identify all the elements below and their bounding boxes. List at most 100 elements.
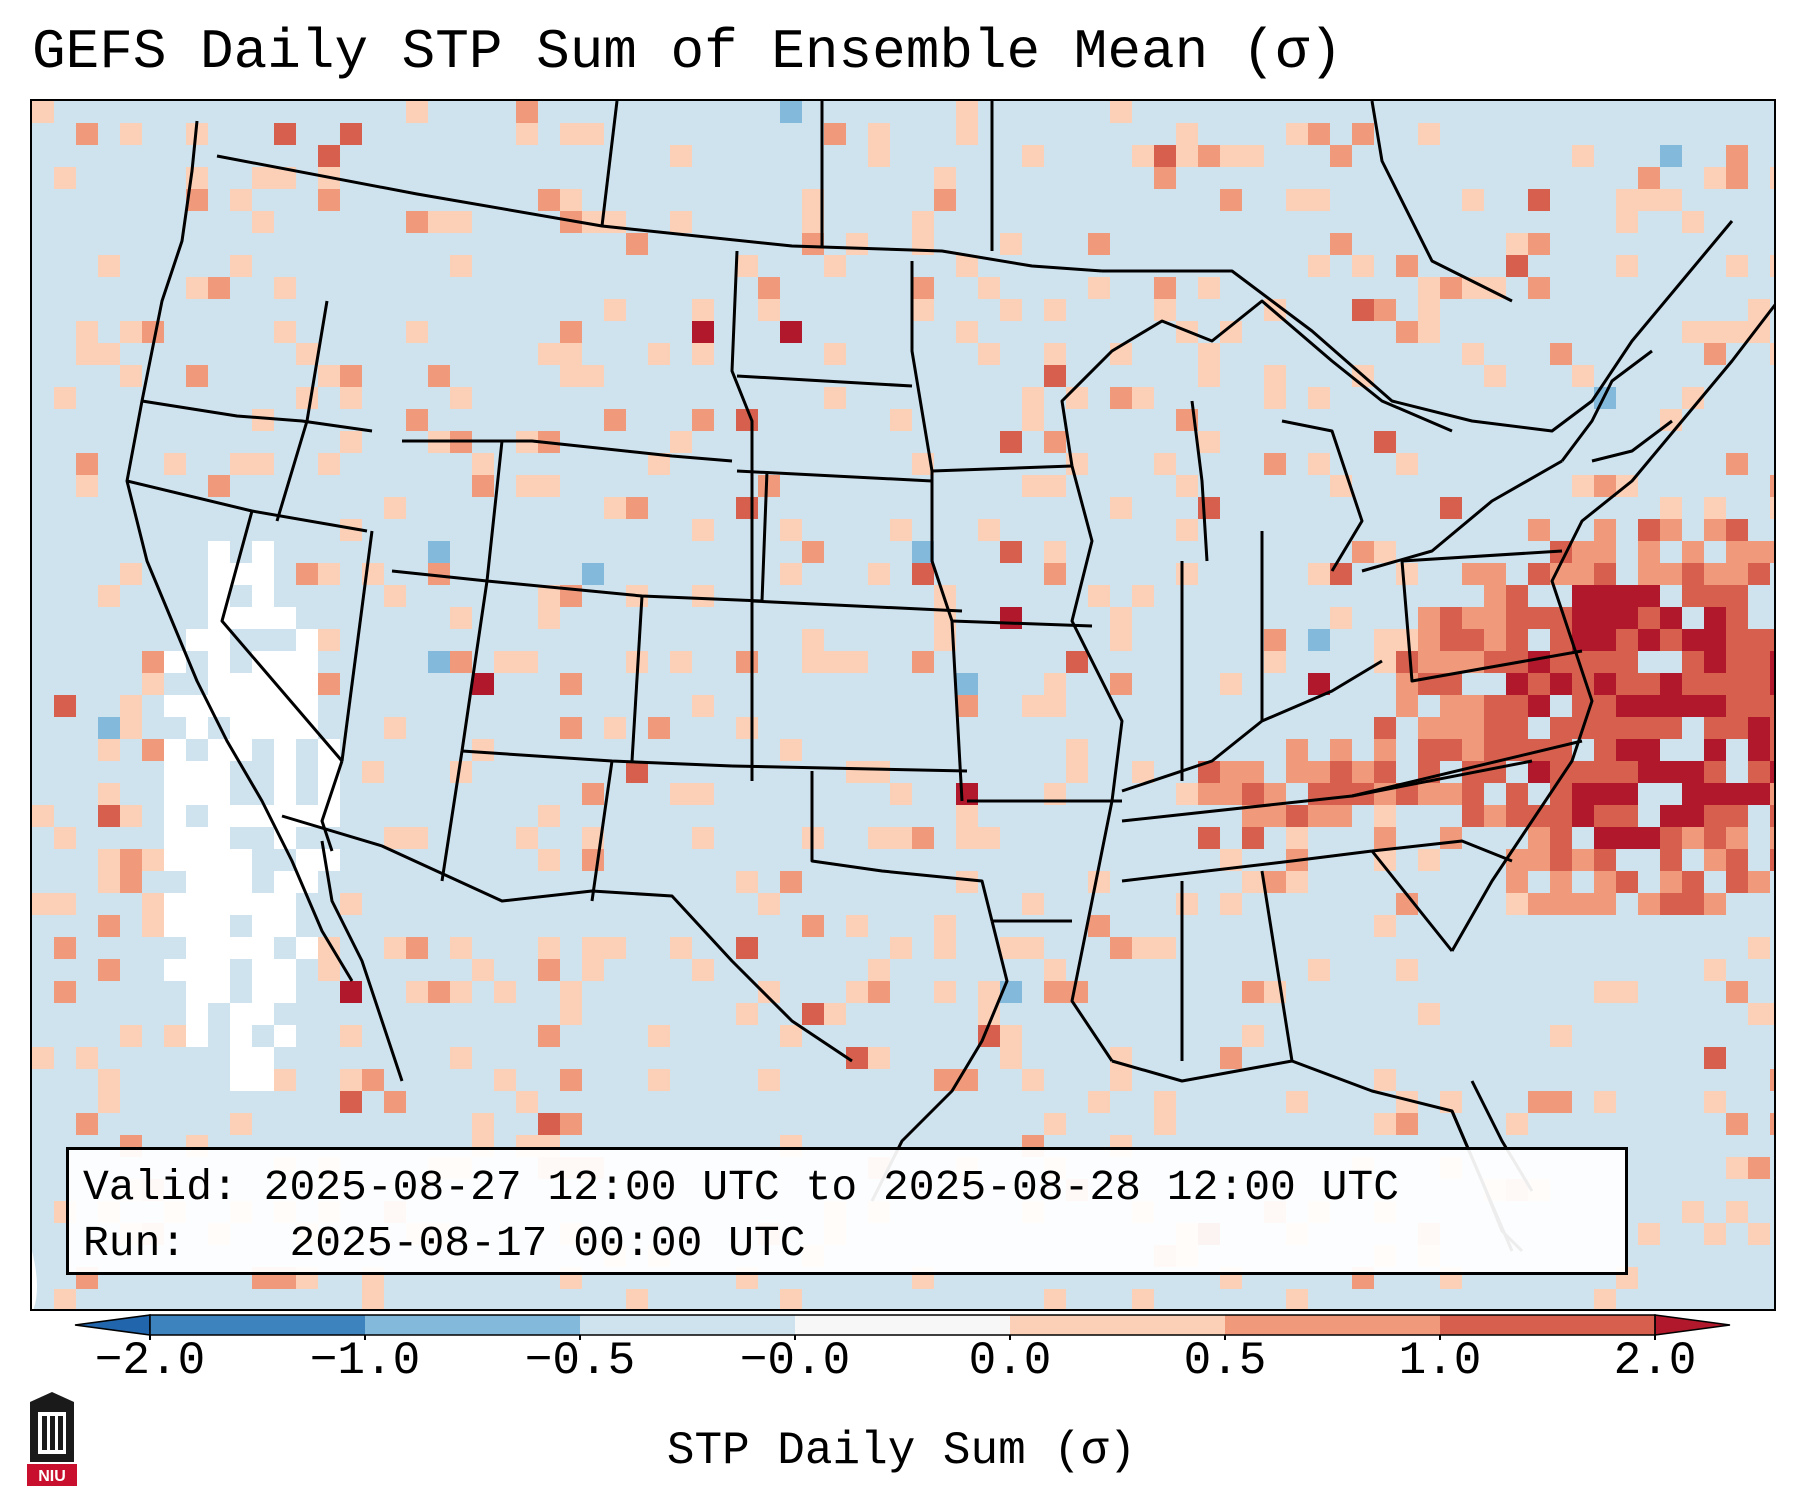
anomaly-cell: [1594, 607, 1616, 629]
anomaly-cell: [1132, 1289, 1154, 1309]
anomaly-cell: [1748, 673, 1770, 695]
anomaly-cell: [956, 321, 978, 343]
anomaly-cell: [1220, 189, 1242, 211]
colorbar-segment: [1225, 1315, 1440, 1335]
anomaly-cell: [802, 189, 824, 211]
anomaly-cell: [1374, 629, 1396, 651]
anomaly-cell: [1264, 387, 1286, 409]
anomaly-cell: [1704, 805, 1726, 827]
anomaly-cell: [450, 937, 472, 959]
anomaly-cell: [1374, 431, 1396, 453]
anomaly-cell: [1044, 343, 1066, 365]
anomaly-cell: [32, 893, 54, 915]
anomaly-cell: [1264, 783, 1286, 805]
anomaly-cell: [1528, 1091, 1550, 1113]
anomaly-cell: [1726, 1113, 1748, 1135]
anomaly-cell: [1242, 827, 1264, 849]
anomaly-cell: [1528, 563, 1550, 585]
anomaly-cell: [1154, 167, 1176, 189]
anomaly-cell: [868, 959, 890, 981]
anomaly-cell: [164, 805, 186, 827]
anomaly-cell: [362, 761, 384, 783]
anomaly-cell: [208, 827, 230, 849]
anomaly-cell: [1396, 629, 1418, 651]
anomaly-cell: [208, 871, 230, 893]
anomaly-cell: [98, 1091, 120, 1113]
anomaly-cell: [142, 739, 164, 761]
colorbar-segment: [795, 1315, 1010, 1335]
anomaly-cell: [318, 805, 340, 827]
anomaly-cell: [692, 783, 714, 805]
anomaly-cell: [1088, 277, 1110, 299]
anomaly-cell: [1682, 629, 1704, 651]
anomaly-cell: [274, 717, 296, 739]
anomaly-cell: [692, 343, 714, 365]
anomaly-cell: [1638, 1223, 1660, 1245]
anomaly-cell: [1660, 805, 1682, 827]
anomaly-cell: [98, 805, 120, 827]
anomaly-cell: [1198, 431, 1220, 453]
anomaly-cell: [208, 981, 230, 1003]
anomaly-cell: [1000, 607, 1022, 629]
anomaly-cell: [890, 827, 912, 849]
anomaly-cell: [1110, 497, 1132, 519]
anomaly-cell: [1616, 189, 1638, 211]
anomaly-cell: [186, 959, 208, 981]
anomaly-cell: [736, 255, 758, 277]
anomaly-cell: [890, 937, 912, 959]
anomaly-cell: [1506, 673, 1528, 695]
stp-map[interactable]: [32, 101, 1776, 1311]
anomaly-cell: [120, 321, 142, 343]
anomaly-cell: [1462, 739, 1484, 761]
anomaly-cell: [252, 167, 274, 189]
map-panel[interactable]: [30, 99, 1776, 1311]
anomaly-cell: [1616, 739, 1638, 761]
anomaly-cell: [1572, 475, 1594, 497]
anomaly-cell: [1704, 1223, 1726, 1245]
anomaly-cell: [1550, 893, 1572, 915]
anomaly-cell: [1440, 607, 1462, 629]
anomaly-cell: [802, 541, 824, 563]
anomaly-cell: [1748, 321, 1770, 343]
anomaly-cell: [252, 673, 274, 695]
anomaly-cell: [406, 937, 428, 959]
anomaly-cell: [736, 497, 758, 519]
anomaly-cell: [560, 673, 582, 695]
anomaly-cell: [1286, 189, 1308, 211]
anomaly-cell: [318, 629, 340, 651]
anomaly-cell: [1484, 805, 1506, 827]
anomaly-cell: [1726, 453, 1748, 475]
anomaly-cell: [186, 783, 208, 805]
anomaly-cell: [626, 1289, 648, 1309]
anomaly-cell: [274, 321, 296, 343]
anomaly-cell: [1066, 739, 1088, 761]
anomaly-cell: [428, 981, 450, 1003]
anomaly-cell: [1594, 695, 1616, 717]
anomaly-cell: [1704, 717, 1726, 739]
anomaly-cell: [1396, 321, 1418, 343]
anomaly-cell: [1440, 717, 1462, 739]
anomaly-cell: [1638, 673, 1660, 695]
anomaly-cell: [1440, 739, 1462, 761]
anomaly-cell: [1242, 145, 1264, 167]
anomaly-cell: [252, 1069, 274, 1091]
anomaly-cell: [120, 805, 142, 827]
colorbar-tick-label: 2.0: [1613, 1335, 1697, 1387]
anomaly-cell: [1220, 145, 1242, 167]
anomaly-cell: [604, 299, 626, 321]
anomaly-cell: [780, 871, 802, 893]
anomaly-cell: [164, 761, 186, 783]
anomaly-cell: [1154, 299, 1176, 321]
anomaly-cell: [1616, 255, 1638, 277]
anomaly-cell: [802, 915, 824, 937]
anomaly-cell: [120, 871, 142, 893]
anomaly-cell: [1594, 651, 1616, 673]
anomaly-cell: [1682, 673, 1704, 695]
anomaly-cell: [1594, 871, 1616, 893]
anomaly-cell: [1176, 145, 1198, 167]
anomaly-cell: [230, 189, 252, 211]
projection-edge-left: [32, 1251, 37, 1309]
anomaly-cell: [670, 651, 692, 673]
anomaly-cell: [1330, 563, 1352, 585]
colorbar-tick-label: −2.0: [94, 1335, 206, 1387]
